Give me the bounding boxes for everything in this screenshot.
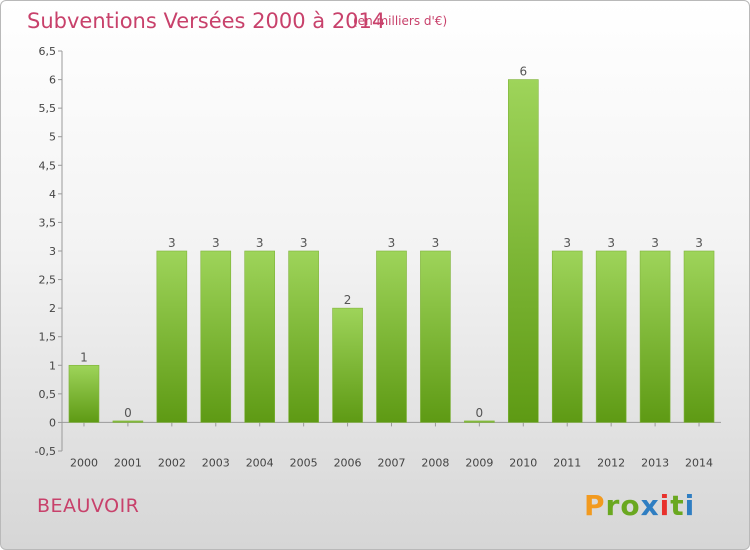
bar-2002 — [156, 250, 188, 423]
proxiti-logo: Proxiti — [584, 489, 695, 522]
x-tick-label: 2006 — [334, 456, 362, 469]
data-label: 3 — [651, 236, 659, 250]
logo-letter: P — [584, 489, 606, 522]
data-label: 3 — [256, 236, 264, 250]
x-tick-label: 2008 — [421, 456, 449, 469]
bar-2009 — [464, 420, 495, 423]
x-tick-label: 2007 — [378, 456, 406, 469]
x-tick-label: 2004 — [246, 456, 274, 469]
data-label: 1 — [80, 350, 88, 364]
y-tick-label: 1,5 — [39, 331, 57, 344]
y-tick-label: 4 — [49, 188, 56, 201]
bar-2013 — [639, 250, 671, 423]
y-tick-label: 3,5 — [39, 216, 57, 229]
data-labels: 1 0 3 3 3 3 2 3 3 0 6 3 3 3 3 — [80, 65, 703, 420]
x-tick-label: 2005 — [290, 456, 318, 469]
y-tick-label: 0 — [49, 416, 56, 429]
chart-unit: (en milliers d'€) — [353, 14, 448, 28]
data-label: 0 — [476, 406, 484, 420]
data-label: 3 — [212, 236, 220, 250]
bar-2012 — [595, 250, 627, 423]
x-tick-label: 2014 — [685, 456, 713, 469]
y-tick-label: 4,5 — [39, 159, 57, 172]
y-tick-label: 5,5 — [39, 102, 57, 115]
x-tick-label: 2013 — [641, 456, 669, 469]
data-label: 3 — [300, 236, 308, 250]
y-tick-label: 3 — [49, 245, 56, 258]
data-label: 2 — [344, 293, 352, 307]
x-tick-label: 2003 — [202, 456, 230, 469]
bar-2003 — [200, 250, 232, 423]
bars — [68, 79, 715, 423]
y-tick-label: 6,5 — [39, 45, 57, 58]
logo-letter: x — [640, 489, 660, 522]
x-tick-label: 2002 — [158, 456, 186, 469]
data-label: 3 — [563, 236, 571, 250]
x-tick-label: 2011 — [553, 456, 581, 469]
x-tick-label: 2010 — [509, 456, 537, 469]
y-tick-label: 2 — [49, 302, 56, 315]
bar-2005 — [288, 250, 319, 423]
logo-letter: t — [670, 489, 685, 522]
logo-letter: i — [659, 489, 671, 522]
bar-2007 — [376, 250, 407, 423]
y-tick-label: 2,5 — [39, 274, 57, 287]
x-tick-label: 2000 — [70, 456, 98, 469]
bar-2014 — [683, 250, 715, 423]
bar-2000 — [68, 364, 100, 423]
commune-name: BEAUVOIR — [37, 495, 140, 517]
y-tick-label: 0,5 — [39, 388, 57, 401]
logo-letter: o — [620, 489, 641, 522]
y-tick-label: -0,5 — [35, 445, 56, 458]
logo-letter: r — [605, 489, 621, 522]
logo-letter: i — [684, 489, 696, 522]
chart-title: Subventions Versées 2000 à 2014 — [27, 9, 386, 33]
bar-2004 — [244, 250, 275, 423]
bar-2010 — [507, 79, 539, 423]
data-label: 3 — [432, 236, 440, 250]
x-tick-label: 2012 — [597, 456, 625, 469]
y-tick-label: 6 — [49, 74, 56, 87]
data-label: 3 — [388, 236, 396, 250]
data-label: 0 — [124, 406, 132, 420]
data-label: 6 — [519, 65, 527, 79]
y-tick-label: 1 — [49, 359, 56, 372]
data-label: 3 — [607, 236, 615, 250]
x-tick-label: 2001 — [114, 456, 142, 469]
bar-2001 — [112, 420, 144, 423]
bar-2008 — [420, 250, 451, 423]
data-label: 3 — [695, 236, 703, 250]
y-tick-label: 5 — [49, 131, 56, 144]
data-label: 3 — [168, 236, 176, 250]
bar-2011 — [551, 250, 583, 423]
bar-2006 — [332, 307, 363, 423]
x-tick-label: 2009 — [465, 456, 493, 469]
